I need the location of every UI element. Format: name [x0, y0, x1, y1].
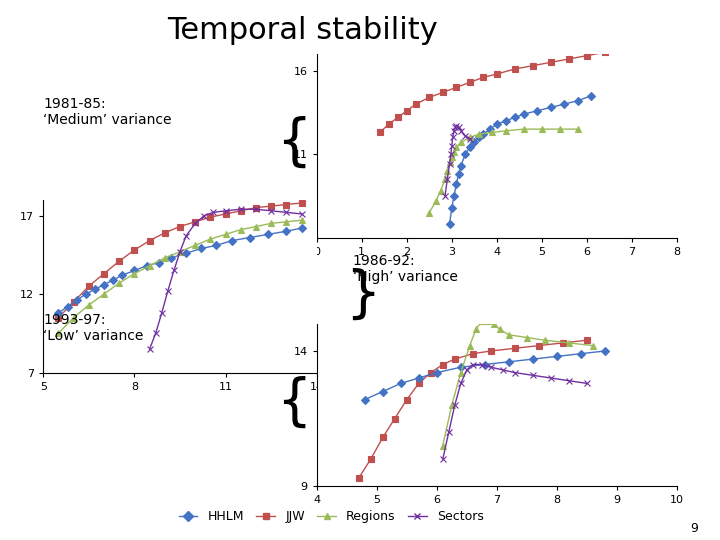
Text: }: } [346, 267, 381, 321]
Text: 1981-85:
‘Medium’ variance: 1981-85: ‘Medium’ variance [43, 97, 171, 127]
Text: Temporal stability: Temporal stability [167, 16, 438, 45]
Text: 9: 9 [690, 522, 698, 535]
Text: {: { [276, 375, 311, 429]
Text: 1986-92:
‘High’ variance: 1986-92: ‘High’ variance [353, 254, 458, 284]
Legend: HHLM, JJW, Regions, Sectors: HHLM, JJW, Regions, Sectors [174, 505, 489, 528]
Text: {: { [276, 116, 311, 170]
Text: 1993-97:
‘Low’ variance: 1993-97: ‘Low’ variance [43, 313, 143, 343]
